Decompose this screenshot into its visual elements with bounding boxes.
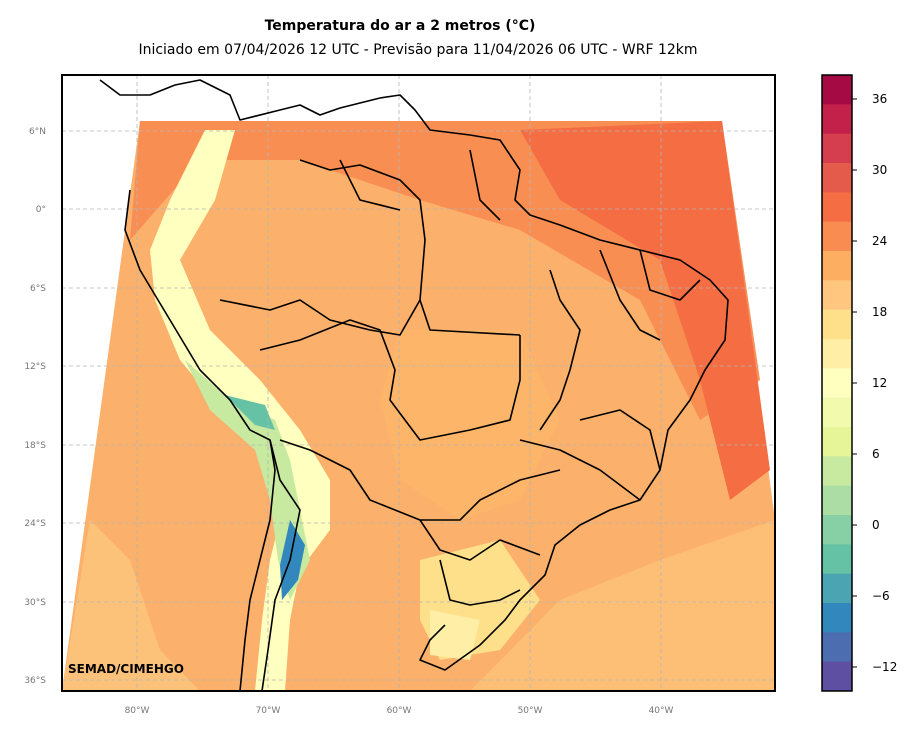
chart-title: Temperatura do ar a 2 metros (°C) [264,18,536,34]
lat-label: 18°S [24,441,46,451]
map-field [62,121,775,691]
gridlines [62,75,775,691]
interior-mild [380,330,560,520]
colorbar-swatch [822,515,852,545]
colorbar-swatch [822,544,852,575]
colorbar [822,75,852,692]
uruguay-mild [430,610,480,660]
colorbar-swatch [822,280,852,311]
colorbar-tick-label: 36 [872,92,887,106]
colorbar-swatch [822,163,852,193]
lon-labels: 80°W 70°W 60°W 50°W 40°W [125,706,674,716]
colorbar-tick-label: −12 [872,660,897,674]
colorbar-swatch [822,133,852,164]
colorbar-swatch [822,75,852,105]
andes-cold-mid [225,395,275,430]
colorbar-swatch [822,221,852,252]
credit-label: SEMAD/CIMEHGO [68,662,184,676]
colorbar-swatch [822,397,852,428]
colorbar-swatch [822,104,852,135]
coastlines-borders [99,79,729,691]
lat-label: 24°S [24,519,46,529]
colorbar-swatch [822,456,852,487]
colorbar-swatch [822,632,852,663]
lon-label: 70°W [256,706,281,716]
colorbar-swatch [822,192,852,223]
colorbar-ticks: 36 30 24 18 12 6 0 −6 −12 [852,92,897,674]
colorbar-tick-label: 0 [872,518,880,532]
cool-region-southeast [470,520,775,691]
hot-region-ocean [520,121,770,500]
lat-label: 12°S [24,362,46,372]
colorbar-swatch [822,661,852,692]
lat-label: 30°S [24,598,46,608]
colorbar-tick-label: 12 [872,376,887,390]
lat-label: 6°S [30,284,46,294]
colorbar-swatch [822,368,852,399]
colorbar-swatch [822,339,852,369]
lat-label: 0° [36,205,46,215]
colorbar-tick-label: 6 [872,447,880,461]
lat-label: 36°S [24,676,46,686]
lon-label: 50°W [518,706,543,716]
colorbar-swatch [822,603,852,633]
lat-label: 6°N [29,127,46,137]
colorbar-swatch [822,251,852,281]
andes-coldest-core [280,520,305,600]
lon-label: 40°W [649,706,674,716]
lon-label: 60°W [387,706,412,716]
colorbar-tick-label: −6 [872,589,890,603]
andes-colder-core [185,360,310,600]
colorbar-swatch [822,427,852,457]
cool-region-south [62,520,200,691]
colorbar-swatch [822,573,852,604]
colorbar-tick-label: 24 [872,234,887,248]
colorbar-swatch [822,309,852,340]
colorbar-tick-label: 18 [872,305,887,319]
colorbar-swatch [822,485,852,516]
lat-labels: 6°N 0° 6°S 12°S 18°S 24°S 30°S 36°S [24,127,46,686]
map-frame [61,74,776,692]
colorbar-tick-label: 30 [872,163,887,177]
lon-label: 80°W [125,706,150,716]
chart-subtitle: Iniciado em 07/04/2026 12 UTC - Previsão… [138,42,698,58]
